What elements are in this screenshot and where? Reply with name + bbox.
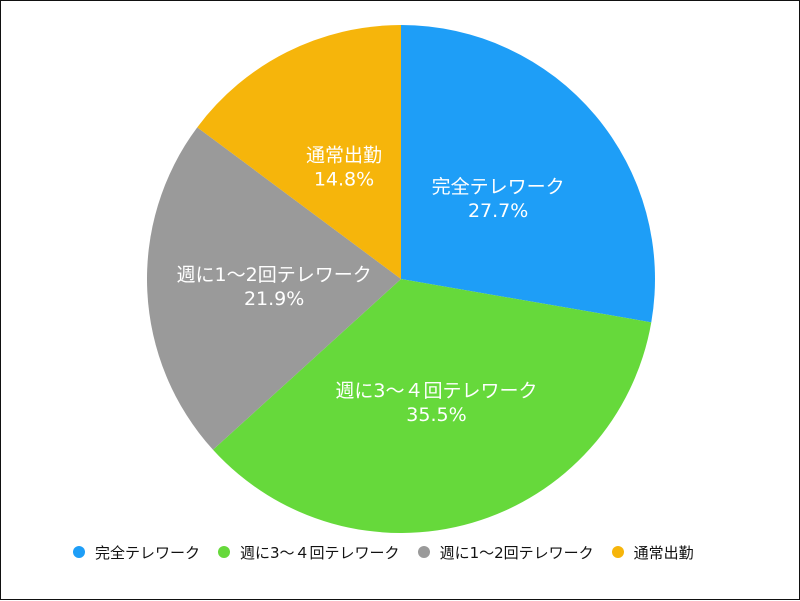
pie-slice-0 [401, 25, 655, 323]
legend-dot-icon [611, 546, 624, 558]
chart-legend: 完全テレワーク 週に3〜４回テレワーク 週に1〜2回テレワーク 通常出勤 [73, 541, 773, 563]
slice-label-2: 週に1〜2回テレワーク 21.9% [177, 264, 372, 310]
slice-label-3: 通常出勤 14.8% [306, 145, 382, 191]
pie-slice-1 [212, 279, 652, 534]
pie-slice-3 [197, 25, 401, 279]
pie-slices [146, 25, 655, 534]
legend-dot-icon [218, 546, 231, 558]
legend-item-1: 週に3〜４回テレワーク [218, 541, 400, 563]
legend-label: 週に3〜４回テレワーク [240, 543, 400, 562]
pie-slice-2 [146, 127, 401, 450]
legend-item-3: 通常出勤 [611, 541, 694, 563]
slice-label-1: 週に3〜４回テレワーク 35.5% [335, 380, 537, 426]
legend-item-2: 週に1〜2回テレワーク [417, 541, 594, 563]
legend-item-0: 完全テレワーク [73, 541, 200, 563]
legend-label: 完全テレワーク [95, 543, 201, 562]
legend-label: 通常出勤 [633, 543, 694, 562]
slice-label-0: 完全テレワーク 27.7% [432, 176, 565, 222]
legend-dot-icon [417, 546, 430, 558]
legend-dot-icon [73, 546, 85, 558]
legend-label: 週に1〜2回テレワーク [439, 543, 594, 562]
pie-labels: 完全テレワーク 27.7% 週に3〜４回テレワーク 35.5% 週に1〜2回テレワーク 2… [177, 145, 565, 426]
